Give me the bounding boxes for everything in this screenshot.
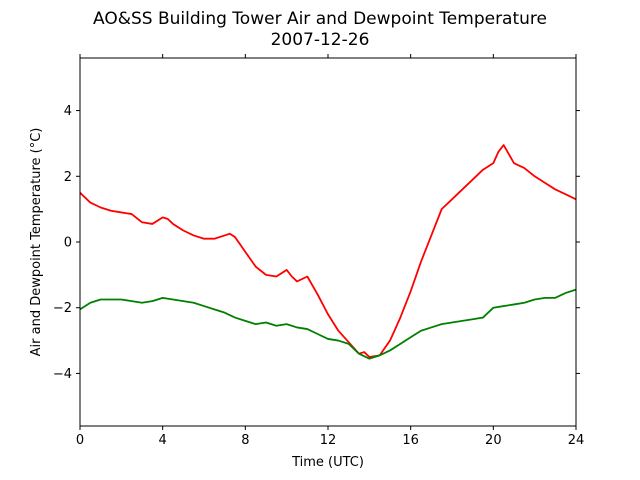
x-tick-label: 12 [320, 433, 337, 448]
y-tick-label: 2 [64, 170, 72, 185]
y-tick-label: −4 [53, 367, 72, 382]
y-tick-label: 4 [64, 104, 72, 119]
series-line-1 [79, 144, 577, 358]
series-line-2 [79, 288, 577, 360]
chart-title: AO&SS Building Tower Air and Dewpoint Te… [93, 9, 547, 29]
x-tick-label: 8 [241, 433, 249, 448]
series-layer [79, 144, 577, 360]
x-tick-label: 24 [568, 433, 585, 448]
y-axis-label: Air and Dewpoint Temperature (°C) [29, 128, 44, 357]
x-axis-label: Time (UTC) [291, 455, 364, 470]
x-tick-label: 20 [485, 433, 502, 448]
y-tick-label: 0 [64, 236, 72, 251]
plot-frame [79, 57, 577, 427]
chart-subtitle: 2007-12-26 [271, 30, 370, 50]
y-tick-label: −2 [53, 301, 72, 316]
x-tick-label: 16 [402, 433, 419, 448]
x-tick-label: 0 [76, 433, 84, 448]
x-tick-label: 4 [159, 433, 167, 448]
